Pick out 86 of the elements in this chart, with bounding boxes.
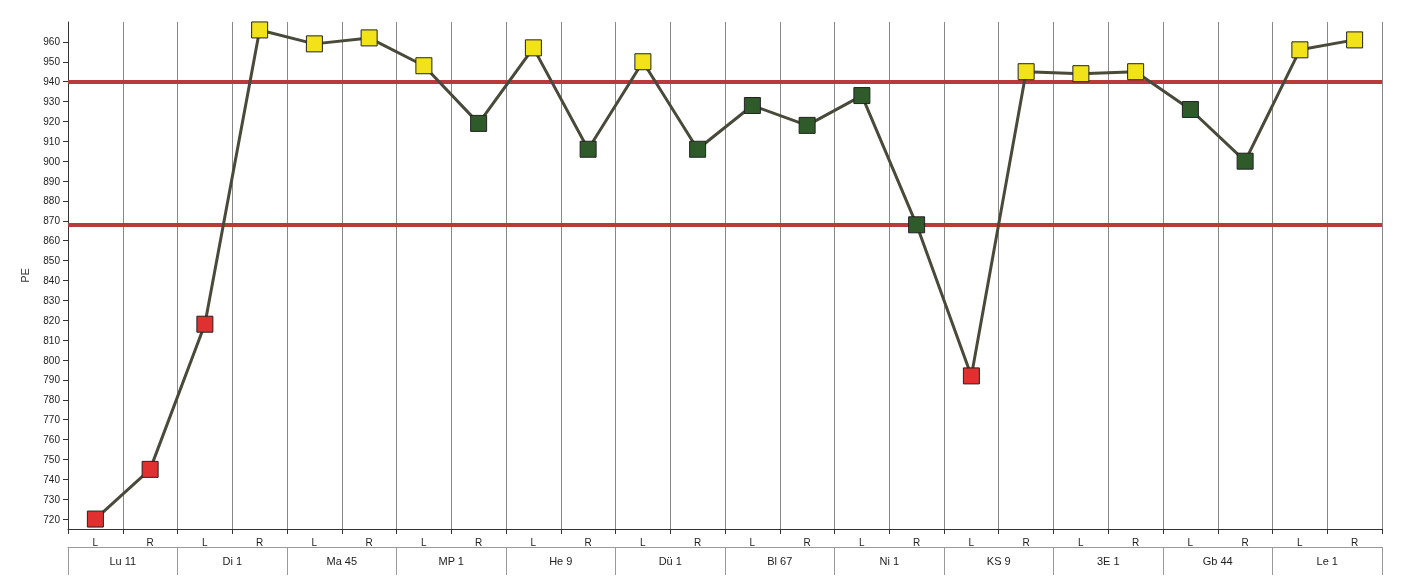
x-tick-label: R [475, 536, 483, 548]
y-tick-label: 930 [43, 96, 61, 108]
text: Lu 11 [109, 554, 137, 567]
text: Gb 44 [1202, 554, 1233, 567]
text: Bl 67 [767, 554, 793, 567]
y-tick-label: 800 [43, 354, 61, 366]
text: Di 1 [222, 554, 243, 567]
point [1291, 41, 1309, 59]
point [908, 216, 926, 234]
point [853, 87, 871, 105]
y-tick-label: 910 [43, 135, 61, 147]
y-tick-label: 890 [43, 175, 61, 187]
x-tick-label: L [530, 536, 537, 548]
x-tick-label: L [421, 536, 428, 548]
x-tick-label: R [1241, 536, 1249, 548]
x-tick-label: R [146, 536, 154, 548]
text: Le 1 [1316, 554, 1338, 567]
y-tick-label: 760 [43, 434, 61, 446]
point [1236, 152, 1254, 170]
x-tick-label: R [694, 536, 702, 548]
point [1346, 31, 1364, 49]
point [634, 53, 652, 71]
point [524, 39, 542, 57]
text: KS 9 [986, 554, 1011, 567]
point [251, 21, 269, 39]
x-tick-label: L [1078, 536, 1085, 548]
x-tick-label: R [365, 536, 373, 548]
text: He 9 [549, 554, 573, 567]
text: 3E 1 [1096, 554, 1120, 567]
y-tick-label: 770 [43, 414, 61, 426]
x-tick-label: R [913, 536, 921, 548]
y-tick-label: 830 [43, 294, 61, 306]
y-tick-label: 880 [43, 195, 61, 207]
point [196, 315, 214, 333]
x-tick-label: R [1022, 536, 1030, 548]
point [743, 97, 761, 115]
x-tick-label: L [859, 536, 866, 548]
y-tick-label: 820 [43, 314, 61, 326]
y-tick-label: 730 [43, 493, 61, 505]
x-tick-label: L [1187, 536, 1194, 548]
y-tick-label: 860 [43, 235, 61, 247]
y-tick-label: 850 [43, 255, 61, 267]
x-tick-label: L [1297, 536, 1304, 548]
x-tick-label: R [1351, 536, 1359, 548]
point [415, 57, 433, 75]
point [141, 460, 159, 478]
point [962, 367, 980, 385]
x-tick-label: R [584, 536, 592, 548]
y-tick-label: 950 [43, 56, 61, 68]
y-tick-label: 940 [43, 76, 61, 88]
x-tick-label: R [803, 536, 811, 548]
y-tick-label: 790 [43, 374, 61, 386]
x-tick-label: L [202, 536, 209, 548]
text: MP 1 [438, 554, 464, 567]
point [579, 140, 597, 158]
y-tick-label: 920 [43, 115, 61, 127]
y-axis-title: PE [18, 268, 31, 283]
x-tick-label: L [968, 536, 975, 548]
text: Ma 45 [326, 554, 358, 567]
point [1181, 100, 1199, 118]
x-tick-label: L [749, 536, 756, 548]
x-tick-label: L [640, 536, 647, 548]
y-tick-label: 810 [43, 334, 61, 346]
y-tick-label: 750 [43, 453, 61, 465]
x-tick-label: L [311, 536, 318, 548]
point [360, 29, 378, 47]
y-tick-label: 960 [43, 36, 61, 48]
point [1127, 63, 1145, 81]
y-tick-label: 780 [43, 394, 61, 406]
point [305, 35, 323, 53]
point [86, 510, 104, 528]
y-tick-label: 870 [43, 215, 61, 227]
point [798, 116, 816, 134]
y-tick-label: 840 [43, 274, 61, 286]
y-tick-label: 740 [43, 473, 61, 485]
point [470, 114, 488, 132]
x-tick-label: R [1132, 536, 1140, 548]
y-tick-label: 720 [43, 513, 61, 525]
text: Dü 1 [658, 554, 682, 567]
x-tick-label: R [256, 536, 264, 548]
point [689, 140, 707, 158]
x-tick-label: L [92, 536, 99, 548]
y-tick-label: 900 [43, 155, 61, 167]
point [1017, 63, 1035, 81]
point [1072, 65, 1090, 83]
text: Ni 1 [879, 554, 900, 567]
